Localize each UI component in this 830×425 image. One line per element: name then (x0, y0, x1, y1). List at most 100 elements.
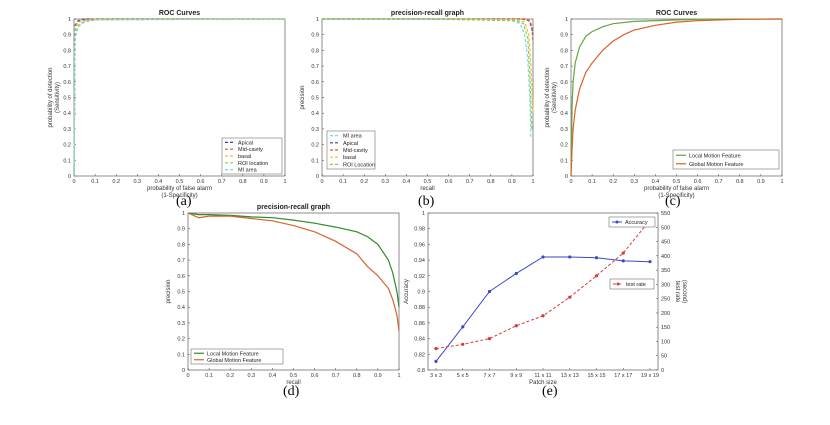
y-tick-label: 0.9 (560, 33, 568, 39)
x-tick-label: 1 (780, 179, 783, 185)
x-tick-label: 0.5 (424, 179, 432, 185)
series-line-global-motion-feature (187, 212, 400, 331)
data-point (541, 255, 545, 259)
y-tick-label: 0.94 (414, 258, 425, 264)
y-tick-label: 0.5 (177, 290, 185, 296)
x-tick-label: 0.9 (508, 179, 516, 185)
y-tick-label: 0.86 (414, 321, 425, 327)
legend-marker (615, 220, 619, 224)
x-tick-label: 0.6 (445, 179, 453, 185)
caption-b: (b) (418, 194, 435, 209)
x-axis-label: probability of false alarm (644, 186, 709, 192)
x-tick-label: 5 x 5 (457, 373, 469, 379)
x-tick-label: 0.1 (339, 179, 347, 185)
y-right-axis-label: test rate (674, 281, 680, 303)
data-point (621, 251, 625, 255)
y-tick-label: 0.3 (560, 127, 568, 133)
x-tick-label: 0.2 (112, 179, 120, 185)
y-tick-label: 0.1 (177, 352, 185, 358)
x-tick-label: 0.4 (652, 179, 660, 185)
x-tick-label: 1 (283, 179, 286, 185)
x-tick-label: 0.7 (715, 179, 723, 185)
y-tick-label: 0.1 (311, 158, 319, 164)
y-tick-label: 0.9 (177, 227, 185, 233)
y-tick-label: 0.9 (63, 33, 71, 39)
y-tick-label: 0.4 (311, 111, 319, 117)
caption-d: (d) (283, 384, 300, 399)
x-axis-label: Patch size (529, 380, 557, 386)
series-line-mi-area (322, 18, 532, 137)
y-right-tick-label: 0 (661, 368, 664, 374)
y-axis-label: probability of detection (545, 67, 551, 127)
x-tick-label: 0.9 (757, 179, 765, 185)
y-tick-label: 0.1 (560, 158, 568, 164)
legend-label: Apical (238, 140, 253, 146)
x-tick-label: 0 (569, 179, 572, 185)
x-tick-label: 0 (72, 179, 75, 185)
x-axis-label: recall (286, 380, 300, 386)
y-right-tick-label: 500 (661, 225, 670, 231)
x-tick-label: 3 x 3 (430, 373, 442, 379)
x-tick-label: 13 x 13 (561, 373, 579, 379)
x-tick-label: 0.8 (239, 179, 247, 185)
data-point (568, 255, 572, 259)
y-tick-label: 0.8 (311, 48, 319, 54)
x-tick-label: 0.3 (133, 179, 141, 185)
y-right-tick-label: 100 (661, 339, 670, 345)
x-tick-label: 0.5 (673, 179, 681, 185)
y-tick-label: 0.82 (414, 352, 425, 358)
y-tick-label: 0.88 (414, 305, 425, 311)
legend-label: basal (343, 155, 356, 161)
y-right-tick-label: 300 (661, 282, 670, 288)
legend-label: MI area (343, 134, 363, 140)
series-line-basal (73, 18, 285, 177)
y-axis-label: precision (300, 85, 306, 109)
data-point (594, 274, 599, 278)
y-tick-label: 0.5 (560, 96, 568, 102)
y-tick-label: 0.3 (177, 321, 185, 327)
chart-3: 0 0.1 0.2 0.3 0.4 0.5 0.6 0.7 0.8 0.9 1 0 0.1 0.2 0.3 0… (166, 204, 401, 386)
x-tick-label: 0.5 (290, 373, 298, 379)
legend-label: Mid-cavity (238, 147, 263, 153)
legend-label: Global Motion Feature (689, 162, 743, 168)
x-tick-label: 0 (320, 179, 323, 185)
chart-4: 3 x 3 5 x 5 7 x 7 9 x 9 11 x 11 13 x 13 15 x 1… (404, 211, 687, 386)
y-tick-label: 0.84 (414, 337, 425, 343)
y-tick-label: 0.8 (63, 48, 71, 54)
y-tick-label: 0.5 (311, 96, 319, 102)
x-tick-label: 0.7 (218, 179, 226, 185)
y-tick-label: 0.96 (414, 242, 425, 248)
y-tick-label: 0.3 (63, 127, 71, 133)
y-tick-label: 0.2 (177, 337, 185, 343)
x-tick-label: 0.3 (247, 373, 255, 379)
y-tick-label: 0.8 (417, 368, 425, 374)
y-tick-label: 0.7 (560, 64, 568, 70)
x-tick-label: 1 (397, 373, 400, 379)
legend-label: basal (238, 154, 251, 160)
data-point (594, 256, 599, 260)
data-point (487, 337, 492, 341)
data-point (541, 314, 545, 318)
x-tick-label: 19 x 19 (641, 373, 659, 379)
y-tick-label: 0.9 (417, 290, 425, 296)
legend-label: MI area (238, 168, 258, 174)
y-tick-label: 0.7 (63, 64, 71, 70)
y-tick-label: 0.8 (560, 48, 568, 54)
y-tick-label: 0.2 (63, 143, 71, 149)
x-tick-label: 0.4 (155, 179, 163, 185)
y-tick-label: 1 (316, 17, 319, 23)
x-tick-label: 0.1 (205, 373, 213, 379)
legend-box (609, 278, 655, 290)
y-axis-label: probability of detection (48, 67, 54, 127)
y-right-tick-label: 50 (661, 354, 667, 360)
x-tick-label: 0.2 (360, 179, 368, 185)
y-right-tick-label: 550 (661, 211, 670, 217)
x-tick-label: 0.3 (630, 179, 638, 185)
series-line-local-motion-feature (570, 18, 783, 177)
y-tick-label: 0 (68, 174, 71, 180)
x-tick-label: 0.7 (332, 373, 340, 379)
data-point (621, 259, 625, 263)
x-tick-label: 0.4 (269, 373, 277, 379)
x-tick-label: 0.9 (260, 179, 268, 185)
